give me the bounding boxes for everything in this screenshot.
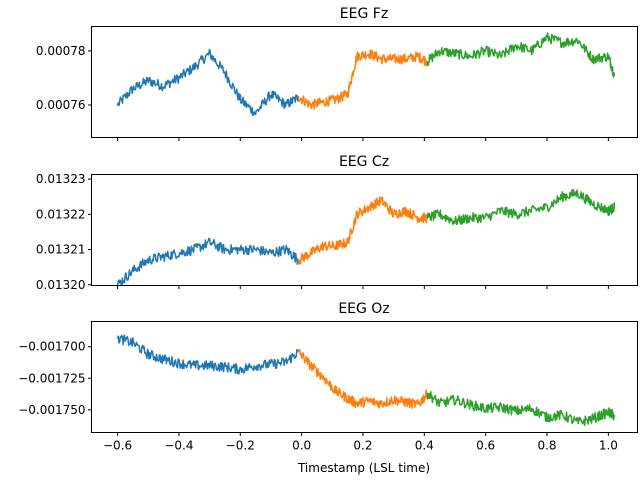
traces-oz [116, 334, 616, 426]
y-tick-label-oz: −0.001725 [18, 371, 85, 385]
y-tick-label-cz: 0.01321 [36, 243, 86, 257]
axes-frame-fz [91, 26, 638, 138]
x-axis-ticks-fz [117, 137, 609, 141]
x-axis-labels: −0.6 −0.4 −0.2 0.0 0.2 0.4 0.6 0.8 1.0 [103, 439, 618, 453]
trace-oz-segment-1 [116, 334, 300, 375]
trace-fz-segment-2 [297, 49, 429, 110]
x-tick-label: −0.6 [103, 439, 132, 453]
y-tick-label-fz: 0.00078 [36, 44, 86, 58]
x-tick-label: 0.6 [476, 439, 495, 453]
y-tick-label-oz: −0.001750 [18, 403, 85, 417]
y-axis-cz: 0.01320 0.01321 0.01322 0.01323 [36, 172, 92, 292]
trace-cz-segment-3 [426, 188, 616, 226]
y-tick-label-cz: 0.01323 [36, 172, 86, 186]
x-axis-ticks-oz [117, 432, 609, 436]
panel-fz: EEG Fz 0.00076 0.00078 [36, 6, 638, 141]
y-tick-label-cz: 0.01320 [36, 278, 86, 292]
trace-cz-segment-2 [297, 196, 429, 265]
panel-title-oz: EEG Oz [338, 301, 389, 317]
traces-fz [116, 32, 616, 117]
y-tick-label-oz: −0.001700 [18, 340, 85, 354]
panel-title-cz: EEG Cz [339, 154, 389, 170]
x-tick-label: 0.2 [353, 439, 372, 453]
y-axis-fz: 0.00076 0.00078 [36, 44, 92, 112]
x-tick-label: −0.4 [164, 439, 193, 453]
traces-cz [116, 188, 616, 286]
trace-fz-segment-1 [116, 48, 300, 117]
x-axis-label: Timestamp (LSL time) [297, 461, 430, 475]
panel-cz: EEG Cz 0.01320 0.01321 0.01322 0.01323 [36, 154, 638, 292]
y-axis-oz: −0.001700 −0.001725 −0.001750 [18, 340, 92, 417]
y-tick-label-fz: 0.00076 [36, 98, 86, 112]
trace-cz-segment-1 [116, 237, 300, 286]
trace-oz-segment-3 [426, 391, 616, 426]
panel-oz: EEG Oz −0.001700−0.001725−0.001750 −0.6−… [18, 301, 638, 453]
axes-frame-oz [91, 321, 638, 433]
panel-title-fz: EEG Fz [340, 6, 388, 22]
y-tick-label-cz: 0.01322 [36, 207, 86, 221]
x-tick-label: 0.8 [537, 439, 556, 453]
x-tick-label: −0.2 [226, 439, 255, 453]
trace-oz-segment-2 [297, 348, 429, 409]
trace-fz-segment-3 [426, 32, 616, 78]
axes-frame-cz [91, 174, 638, 286]
x-tick-label: 0.0 [292, 439, 311, 453]
x-axis-ticks-cz [117, 285, 609, 289]
x-tick-label: 1.0 [599, 439, 618, 453]
x-tick-label: 0.4 [415, 439, 434, 453]
